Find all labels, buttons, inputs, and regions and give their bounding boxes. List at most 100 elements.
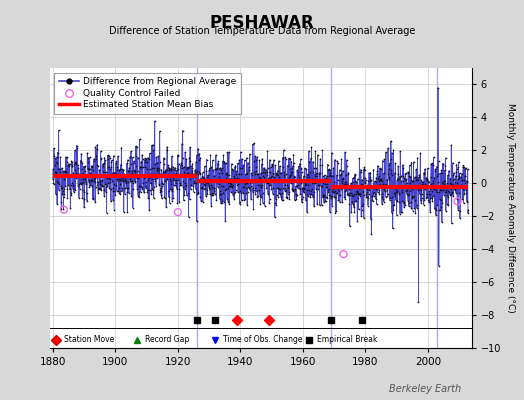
- Point: [69, 181, 77, 188]
- Point: [375, 173, 384, 180]
- Point: [117, 175, 125, 181]
- Point: [198, 173, 206, 180]
- Point: [364, 202, 372, 209]
- Point: [271, 170, 280, 176]
- Point: [72, 174, 80, 181]
- Point: [219, 158, 227, 164]
- Point: [199, 169, 207, 176]
- Point: [435, 206, 443, 213]
- Point: [144, 187, 152, 194]
- Point: [82, 178, 91, 185]
- Point: [117, 144, 126, 151]
- Point: [105, 164, 114, 171]
- Point: [217, 200, 226, 206]
- Point: [162, 166, 171, 172]
- Point: [457, 183, 465, 189]
- Point: [117, 162, 125, 168]
- Point: [108, 185, 117, 192]
- Point: [71, 147, 79, 154]
- Point: [225, 201, 234, 208]
- Point: [170, 167, 179, 173]
- Point: [452, 190, 460, 196]
- Point: [223, 149, 232, 156]
- Point: [344, 186, 353, 192]
- Point: [92, 146, 101, 152]
- Point: [430, 184, 438, 191]
- Point: [187, 182, 195, 188]
- Point: [376, 165, 384, 171]
- Point: [245, 167, 254, 174]
- Point: [221, 218, 230, 224]
- Point: [348, 192, 356, 199]
- Point: [206, 176, 215, 182]
- Point: [441, 188, 449, 195]
- Point: [434, 84, 442, 91]
- Point: [285, 155, 293, 161]
- Point: [123, 189, 132, 195]
- Point: [180, 164, 188, 170]
- Point: [128, 154, 137, 160]
- Point: [330, 189, 338, 196]
- Point: [231, 178, 239, 184]
- Point: [203, 172, 212, 178]
- Point: [265, 182, 273, 188]
- Point: [134, 175, 143, 181]
- Point: [194, 169, 203, 175]
- Point: [155, 182, 163, 188]
- Point: [361, 175, 369, 181]
- Point: [138, 156, 147, 162]
- Point: [94, 190, 102, 196]
- Point: [434, 158, 443, 164]
- Text: Empirical Break: Empirical Break: [317, 335, 377, 344]
- Point: [76, 180, 84, 186]
- Point: [331, 156, 339, 163]
- Point: [110, 152, 118, 159]
- Point: [374, 162, 382, 169]
- Point: [120, 172, 128, 178]
- Point: [50, 145, 58, 152]
- Point: [381, 182, 389, 188]
- Point: [191, 169, 200, 176]
- Point: [380, 188, 389, 194]
- Point: [215, 173, 223, 180]
- Point: [290, 160, 298, 166]
- Point: [149, 142, 157, 148]
- Point: [183, 165, 192, 172]
- Point: [365, 170, 373, 176]
- Point: [222, 186, 230, 192]
- Point: [178, 127, 187, 134]
- Point: [329, 189, 337, 195]
- Point: [266, 164, 275, 171]
- Point: [116, 166, 125, 172]
- Point: [328, 202, 336, 209]
- Point: [183, 169, 192, 176]
- Point: [304, 148, 313, 154]
- Point: [83, 150, 92, 156]
- Point: [178, 165, 187, 171]
- Point: [185, 154, 193, 161]
- Point: [253, 188, 261, 195]
- Point: [212, 197, 221, 203]
- Point: [316, 178, 325, 184]
- Point: [62, 173, 71, 179]
- Point: [53, 201, 61, 207]
- Point: [332, 189, 340, 196]
- Point: [217, 170, 226, 176]
- Point: [421, 186, 430, 193]
- Point: [119, 167, 127, 174]
- Point: [316, 156, 324, 162]
- Point: [172, 186, 181, 192]
- Point: [436, 187, 445, 194]
- Point: [209, 190, 217, 197]
- Point: [189, 183, 197, 189]
- Point: [142, 182, 150, 189]
- Point: [237, 190, 245, 196]
- Point: [297, 180, 305, 186]
- Point: [316, 182, 325, 189]
- Point: [422, 174, 430, 181]
- Point: [361, 180, 369, 186]
- Point: [461, 166, 470, 172]
- Point: [361, 167, 369, 174]
- Point: [177, 181, 185, 188]
- Point: [450, 170, 458, 176]
